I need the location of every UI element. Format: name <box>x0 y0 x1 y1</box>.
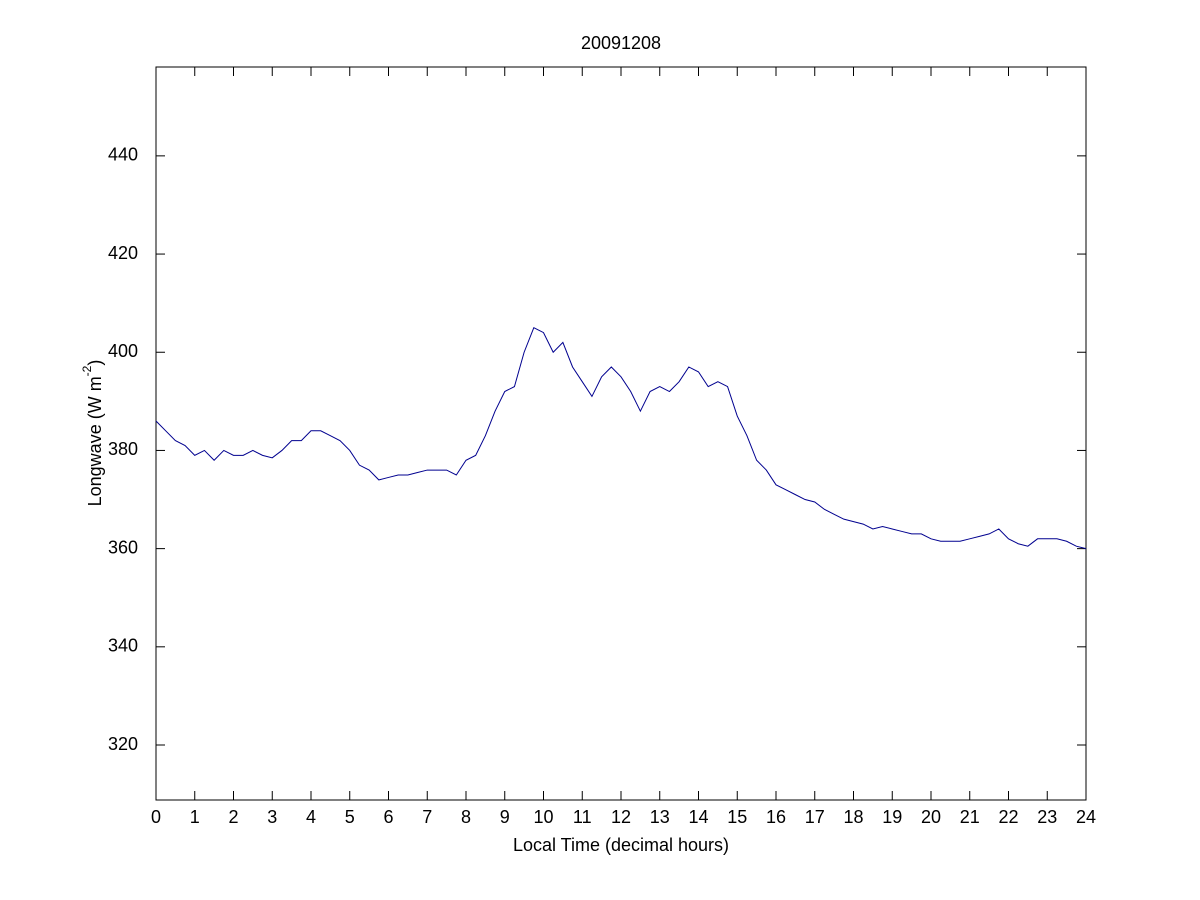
x-tick-label: 1 <box>190 807 200 827</box>
x-tick-label: 12 <box>611 807 631 827</box>
y-tick-label: 420 <box>108 243 138 263</box>
x-tick-label: 23 <box>1037 807 1057 827</box>
y-label-superscript: -2 <box>80 365 94 376</box>
y-tick-label: 400 <box>108 341 138 361</box>
x-tick-label: 9 <box>500 807 510 827</box>
x-tick-label: 0 <box>151 807 161 827</box>
y-tick-label: 320 <box>108 734 138 754</box>
x-tick-label: 6 <box>383 807 393 827</box>
x-tick-label: 24 <box>1076 807 1096 827</box>
chart-title: 20091208 <box>581 33 661 53</box>
data-line <box>155 327 1087 550</box>
x-tick-label: 11 <box>573 807 592 827</box>
y-tick-label: 360 <box>108 537 138 557</box>
x-tick-label: 18 <box>843 807 863 827</box>
y-tick-label: 380 <box>108 439 138 459</box>
x-tick-label: 15 <box>727 807 747 827</box>
x-tick-label: 21 <box>960 807 980 827</box>
x-tick-label: 13 <box>650 807 670 827</box>
x-tick-label: 2 <box>228 807 238 827</box>
x-tick-label: 3 <box>267 807 277 827</box>
y-tick-label: 340 <box>108 636 138 656</box>
x-tick-label: 20 <box>921 807 941 827</box>
x-tick-label: 8 <box>461 807 471 827</box>
y-label-text: ) <box>85 360 105 366</box>
x-tick-label: 17 <box>805 807 825 827</box>
y-axis-label: Longwave (W m-2) <box>80 360 105 507</box>
x-tick-label: 10 <box>533 807 553 827</box>
x-tick-label: 14 <box>688 807 708 827</box>
x-tick-label: 4 <box>306 807 316 827</box>
x-tick-label: 7 <box>422 807 432 827</box>
y-tick-label: 440 <box>108 145 138 165</box>
x-tick-label: 16 <box>766 807 786 827</box>
x-axis-label: Local Time (decimal hours) <box>513 835 729 855</box>
plot-frame <box>155 66 1087 801</box>
x-tick-label: 5 <box>345 807 355 827</box>
x-tick-label: 22 <box>998 807 1018 827</box>
x-tick-label: 19 <box>882 807 902 827</box>
y-label-text: Longwave (W m <box>85 376 105 506</box>
